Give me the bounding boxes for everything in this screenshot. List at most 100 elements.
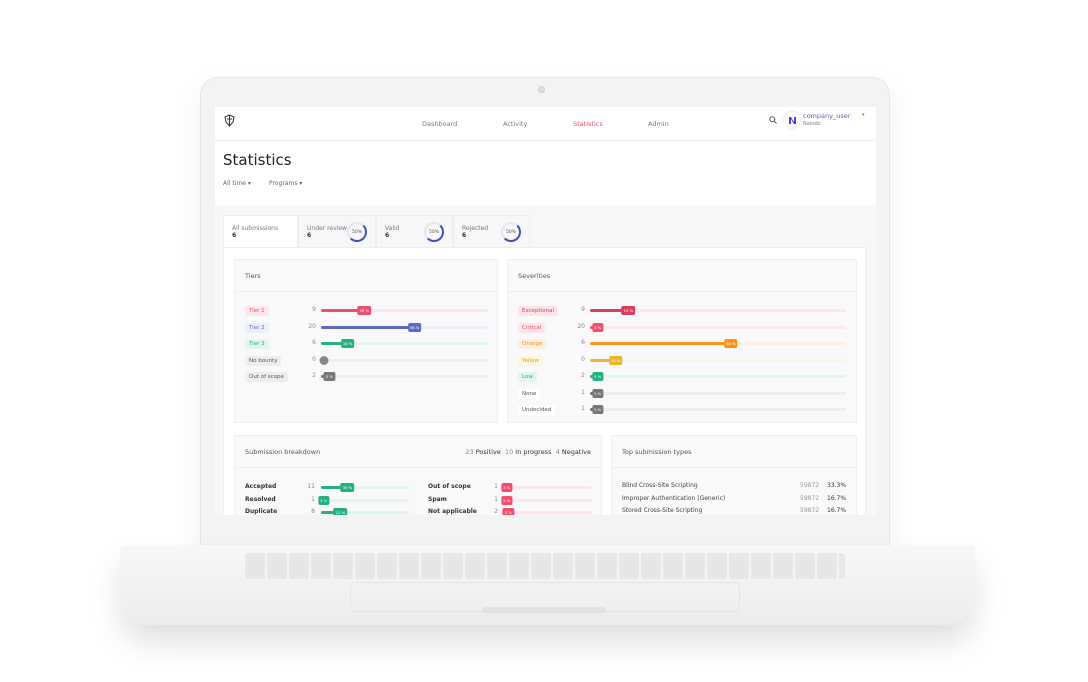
bar-handle[interactable]: 3 %: [501, 495, 513, 505]
bar-handle[interactable]: [319, 355, 329, 365]
filter-time[interactable]: All time ▾: [223, 180, 251, 187]
filter-time-label: All time: [223, 180, 246, 187]
logo-icon[interactable]: [223, 114, 236, 127]
breakdown-count: 8: [311, 508, 315, 515]
breakdown-summary: 23 Positive 10 In progress 4 Negative: [465, 448, 591, 456]
bar-handle[interactable]: 3 %: [501, 483, 513, 492]
tab-value: 6: [232, 232, 237, 239]
row-count: 6: [312, 339, 316, 346]
breakdown-bar: 3 %: [501, 495, 592, 505]
row-count: 0: [581, 355, 585, 363]
bar-handle[interactable]: 3 %: [592, 322, 604, 332]
type-label[interactable]: Blind Cross-Site Scripting: [622, 482, 698, 489]
negative-count: 4: [555, 448, 560, 456]
breakdown-count: 1: [311, 495, 315, 503]
type-label[interactable]: Improper Authentication (Generic): [622, 494, 726, 502]
in-progress-label: In progress: [515, 448, 552, 456]
negative-label: Negative: [561, 448, 591, 456]
breakdown-label: Duplicate: [245, 508, 278, 515]
breakdown-count: 1: [494, 495, 498, 503]
nav-dashboard[interactable]: Dashboard: [422, 120, 458, 128]
type-count: 59872: [800, 507, 820, 515]
bar-handle[interactable]: 3 %: [592, 372, 604, 381]
row-bar: 15 %: [590, 355, 846, 365]
row-label: No bounty: [245, 355, 282, 366]
bar-handle[interactable]: 56 %: [407, 322, 422, 332]
bar-handle[interactable]: 3 %: [592, 405, 604, 414]
nav-admin[interactable]: Admin: [648, 120, 669, 128]
card-title: Severities: [518, 272, 551, 280]
tab-value: 6: [462, 232, 467, 239]
user-location: Nairobi: [803, 121, 821, 127]
bar-handle[interactable]: 3 %: [592, 388, 604, 398]
bar-handle[interactable]: 5 %: [323, 372, 335, 381]
breakdown-bar: 30 %: [321, 483, 409, 492]
bar-handle[interactable]: 26 %: [357, 306, 372, 315]
tab-all-submissions[interactable]: All submissions 6: [223, 215, 298, 248]
divider: [235, 467, 601, 468]
bar-handle[interactable]: 22 %: [333, 508, 348, 515]
row-label: Tier 1: [245, 306, 269, 316]
breakdown-count: 1: [494, 483, 498, 490]
nav-statistics[interactable]: Statistics: [573, 120, 603, 128]
bar-handle[interactable]: 55 %: [723, 339, 738, 348]
card-title: Submission breakdown: [245, 448, 321, 456]
breakdown-label: Not applicable: [428, 508, 477, 515]
bar-handle[interactable]: 30 %: [340, 483, 355, 492]
search-icon[interactable]: [769, 116, 777, 124]
divider: [235, 291, 497, 292]
tab-value: 6: [307, 232, 312, 239]
breakdown-count: 11: [307, 483, 315, 490]
company-logo-icon: [788, 116, 796, 124]
tab-label: Rejected: [462, 225, 489, 232]
bar-handle[interactable]: 15 %: [621, 306, 636, 315]
row-label: Yellow: [518, 355, 543, 366]
divider: [612, 467, 856, 468]
progress-ring: 50%: [501, 222, 521, 242]
nav-activity[interactable]: Activity: [503, 120, 528, 128]
breakdown-bar: 3 %: [501, 483, 592, 492]
type-label[interactable]: Stored Cross-Site Scripting: [622, 507, 703, 515]
row-label: Undecided: [518, 405, 556, 415]
submission-breakdown-card: Submission breakdown 23 Positive 10 In p…: [234, 435, 602, 515]
row-bar: 56 %: [321, 322, 488, 332]
row-count: 9: [312, 306, 316, 313]
tab-rejected[interactable]: Rejected 6 50%: [453, 215, 530, 248]
tiers-card: Tiers Tier 1 9 26 % Tier 2 20 56 % Tier 3 6 16 %…: [234, 259, 498, 423]
row-count: 20: [308, 322, 316, 330]
row-bar: 15 %: [590, 306, 846, 315]
type-percent: 16.7%: [827, 494, 847, 502]
row-bar: [319, 355, 488, 365]
bar-handle[interactable]: 15 %: [608, 355, 623, 365]
row-bar: 3 %: [590, 405, 846, 414]
bar-handle[interactable]: 3 %: [318, 495, 330, 505]
row-label: None: [518, 388, 541, 399]
bar-fill: [321, 486, 348, 489]
row-count: 9: [581, 306, 585, 313]
type-percent: 16.7%: [827, 507, 847, 515]
progress-ring: 50%: [424, 222, 444, 242]
tab-valid[interactable]: Valid 6 50%: [376, 215, 453, 248]
divider: [508, 291, 856, 292]
row-label: Out of scope: [245, 372, 288, 382]
username[interactable]: company_user: [803, 112, 851, 120]
bar-fill: [590, 309, 629, 312]
bar-fill: [321, 342, 348, 345]
row-count: 2: [312, 372, 316, 379]
card-title: Top submission types: [622, 448, 692, 456]
bar-handle[interactable]: 16 %: [340, 339, 355, 348]
row-label: Exceptional: [518, 306, 558, 316]
avatar[interactable]: [784, 112, 800, 128]
type-percent: 33.3%: [827, 482, 847, 489]
tab-label: All submissions: [232, 225, 279, 232]
row-bar: 3 %: [590, 322, 846, 332]
screen: Dashboard Activity Statistics Admin comp…: [215, 107, 876, 515]
breakdown-bar: 3 %: [318, 495, 409, 505]
tab-under-review[interactable]: Under review 6 50%: [298, 215, 376, 248]
row-bar: 55 %: [590, 339, 846, 348]
row-count: 1: [581, 405, 585, 412]
row-bar: 26 %: [321, 306, 488, 315]
filter-programs[interactable]: Programs ▾: [269, 180, 303, 187]
chevron-down-icon[interactable]: ▾: [862, 112, 865, 118]
bar-handle[interactable]: 5 %: [502, 508, 515, 515]
